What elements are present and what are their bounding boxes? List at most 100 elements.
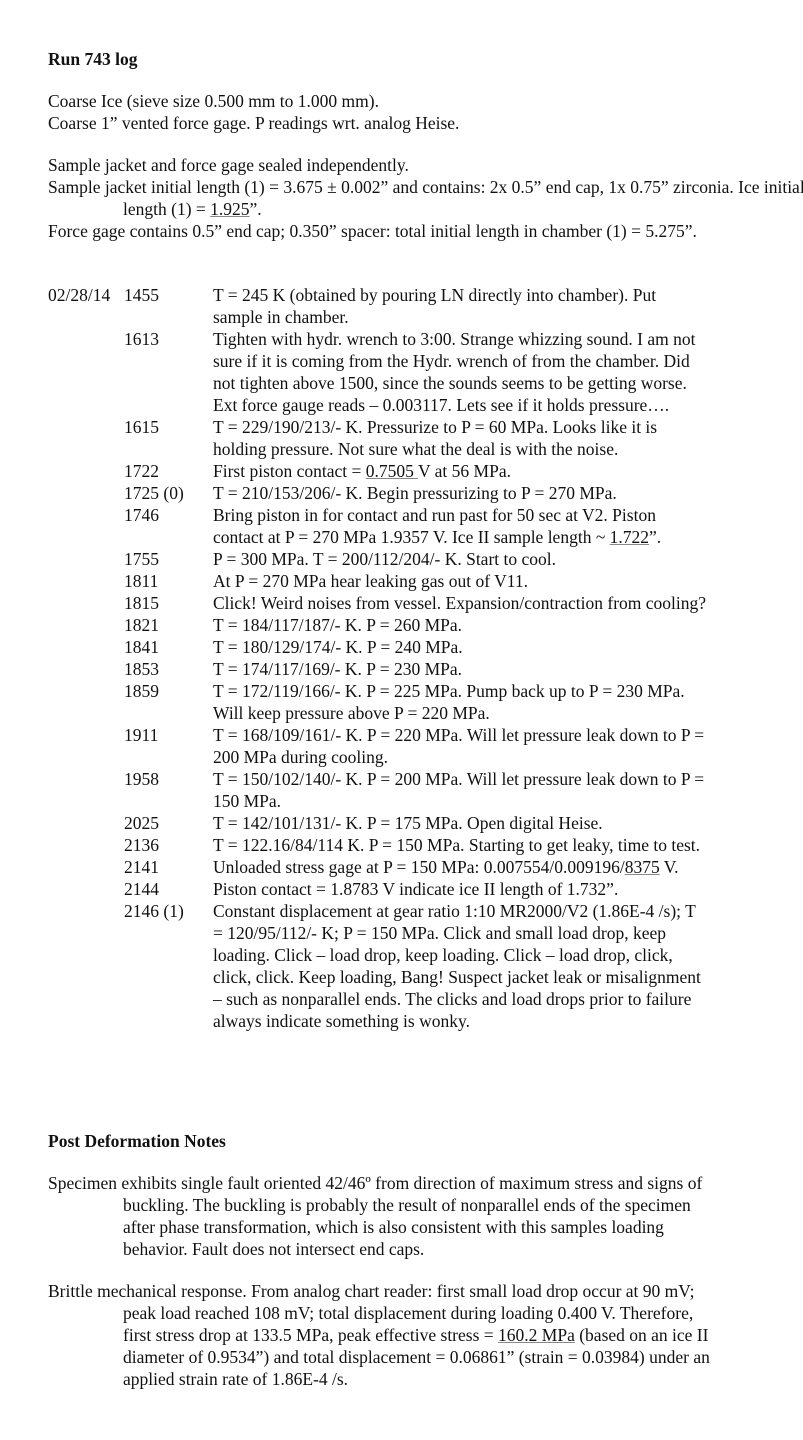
log-date xyxy=(48,878,124,900)
note-paragraph: Brittle mechanical response. From analog… xyxy=(48,1280,713,1390)
log-time: 1859 xyxy=(124,681,159,701)
log-text-part: V at 56 MPa. xyxy=(417,461,511,481)
log-date xyxy=(48,482,124,504)
log-entry: 1958 T = 150/102/140/- K. P = 200 MPa. Wi… xyxy=(48,768,748,812)
log-time: 1911 xyxy=(124,725,159,745)
log-date xyxy=(48,592,124,614)
log-date xyxy=(48,548,124,570)
log-time: 1815 xyxy=(124,593,159,613)
log-text-part: T = 172/119/166/- K. P = 225 MPa. Pump b… xyxy=(213,681,685,723)
log-text-part: ”. xyxy=(649,527,662,547)
log-text: T = 172/119/166/- K. P = 225 MPa. Pump b… xyxy=(213,680,708,724)
log-time: 2025 xyxy=(124,813,159,833)
setup-text: Sample jacket initial length (1) = 3.675… xyxy=(48,177,803,219)
log-entry: 2146 (1) Constant displacement at gear ra… xyxy=(48,900,748,1032)
log-time: 1725 (0) xyxy=(124,483,184,503)
log-date xyxy=(48,636,124,658)
log-text-part: T = 210/153/206/- K. Begin pressurizing … xyxy=(213,483,617,503)
log-date xyxy=(48,460,124,482)
page-title: Run 743 log xyxy=(48,49,138,69)
log-entry: 2025 T = 142/101/131/- K. P = 175 MPa. Op… xyxy=(48,812,748,834)
log-text: Piston contact = 1.8783 V indicate ice I… xyxy=(213,878,708,900)
log-entry: 2144 Piston contact = 1.8783 V indicate i… xyxy=(48,878,748,900)
log-time: 1455 xyxy=(124,285,159,305)
log-date xyxy=(48,834,124,856)
log-time: 1853 xyxy=(124,659,159,679)
log-time: 2141 xyxy=(124,857,159,877)
log-text-part: Unloaded stress gage at P = 150 MPa: 0.0… xyxy=(213,857,625,877)
log-text-part: P = 300 MPa. T = 200/112/204/- K. Start … xyxy=(213,549,557,569)
ice-length-value: 1.925 xyxy=(210,199,250,219)
log-date xyxy=(48,504,124,548)
log-date xyxy=(48,658,124,680)
log-text-part: At P = 270 MPa hear leaking gas out of V… xyxy=(213,571,528,591)
post-deformation-notes: Post Deformation Notes Specimen exhibits… xyxy=(48,1130,713,1390)
peak-stress-value: 160.2 MPa xyxy=(498,1325,575,1345)
log-text: T = 245 K (obtained by pouring LN direct… xyxy=(213,284,708,328)
log-text-part: Bring piston in for contact and run past… xyxy=(213,505,656,547)
log-text-part: T = 122.16/84/114 K. P = 150 MPa. Starti… xyxy=(213,835,701,855)
log-time: 2144 xyxy=(124,879,159,899)
log-text-part: T = 245 K (obtained by pouring LN direct… xyxy=(213,285,657,327)
log-entry: 1613 Tighten with hydr. wrench to 3:00. S… xyxy=(48,328,748,416)
log-text: Tighten with hydr. wrench to 3:00. Stran… xyxy=(213,328,708,416)
log-text: T = 150/102/140/- K. P = 200 MPa. Will l… xyxy=(213,768,708,812)
log-text: T = 168/109/161/- K. P = 220 MPa. Will l… xyxy=(213,724,708,768)
log-date: 02/28/14 xyxy=(48,285,111,305)
log-entry: 1746 Bring piston in for contact and run … xyxy=(48,504,748,548)
log-underlined-value: 8375 xyxy=(624,857,660,877)
setup-line: Sample jacket initial length (1) = 3.675… xyxy=(48,176,803,220)
section-heading: Post Deformation Notes xyxy=(48,1131,226,1151)
log-text-part: T = 174/117/169/- K. P = 230 MPa. xyxy=(213,659,463,679)
log-text-part: First piston contact = xyxy=(213,461,366,481)
log-text: T = 122.16/84/114 K. P = 150 MPa. Starti… xyxy=(213,834,708,856)
log-date xyxy=(48,614,124,636)
setup-line: Sample jacket and force gage sealed inde… xyxy=(48,155,409,175)
log-text: P = 300 MPa. T = 200/112/204/- K. Start … xyxy=(213,548,708,570)
log-date xyxy=(48,812,124,834)
log-entries: 02/28/14 1455 T = 245 K (obtained by pouri… xyxy=(48,284,748,1032)
log-text-part: T = 142/101/131/- K. P = 175 MPa. Open d… xyxy=(213,813,603,833)
intro-line: Coarse 1” vented force gage. P readings … xyxy=(48,113,460,133)
log-text: At P = 270 MPa hear leaking gas out of V… xyxy=(213,570,708,592)
log-time: 1613 xyxy=(124,329,159,349)
log-text: Unloaded stress gage at P = 150 MPa: 0.0… xyxy=(213,856,708,878)
log-time: 1755 xyxy=(124,549,159,569)
log-date xyxy=(48,768,124,812)
document-page: Run 743 log Coarse Ice (sieve size 0.500… xyxy=(48,48,803,1032)
log-entry: 1755 P = 300 MPa. T = 200/112/204/- K. St… xyxy=(48,548,748,570)
log-text: Click! Weird noises from vessel. Expansi… xyxy=(213,592,708,614)
log-date xyxy=(48,570,124,592)
log-entry: 1815 Click! Weird noises from vessel. Exp… xyxy=(48,592,748,614)
log-entry: 1821 T = 184/117/187/- K. P = 260 MPa. xyxy=(48,614,748,636)
log-entry: 2136 T = 122.16/84/114 K. P = 150 MPa. St… xyxy=(48,834,748,856)
log-text-part: Constant displacement at gear ratio 1:10… xyxy=(213,901,701,1031)
log-time: 1811 xyxy=(124,571,159,591)
setup-line: Force gage contains 0.5” end cap; 0.350”… xyxy=(48,221,697,241)
log-text: T = 184/117/187/- K. P = 260 MPa. xyxy=(213,614,708,636)
log-text-part: T = 150/102/140/- K. P = 200 MPa. Will l… xyxy=(213,769,705,811)
log-time: 1841 xyxy=(124,637,159,657)
note-text: Brittle mechanical response. From analog… xyxy=(48,1281,695,1345)
intro-line: Coarse Ice (sieve size 0.500 mm to 1.000… xyxy=(48,91,379,111)
log-text: T = 210/153/206/- K. Begin pressurizing … xyxy=(213,482,708,504)
note-paragraph: Specimen exhibits single fault oriented … xyxy=(48,1173,703,1259)
log-text-part: T = 229/190/213/- K. Pressurize to P = 6… xyxy=(213,417,658,459)
log-entry: 1853 T = 174/117/169/- K. P = 230 MPa. xyxy=(48,658,748,680)
log-entry: 1841 T = 180/129/174/- K. P = 240 MPa. xyxy=(48,636,748,658)
log-text: T = 180/129/174/- K. P = 240 MPa. xyxy=(213,636,708,658)
log-date xyxy=(48,724,124,768)
log-time: 2146 (1) xyxy=(124,901,184,921)
log-date xyxy=(48,900,124,1032)
log-entry: 1615 T = 229/190/213/- K. Pressurize to P… xyxy=(48,416,748,460)
log-time: 1958 xyxy=(124,769,159,789)
log-text-part: T = 180/129/174/- K. P = 240 MPa. xyxy=(213,637,463,657)
log-entry: 1725 (0) T = 210/153/206/- K. Begin press… xyxy=(48,482,748,504)
note-text: (based on an ice II diameter of 0.9534”)… xyxy=(123,1325,710,1389)
log-text-part: V. xyxy=(659,857,679,877)
log-text: First piston contact = 0.7505 V at 56 MP… xyxy=(213,460,708,482)
log-date xyxy=(48,856,124,878)
log-text: T = 174/117/169/- K. P = 230 MPa. xyxy=(213,658,708,680)
log-text: Bring piston in for contact and run past… xyxy=(213,504,708,548)
log-entry: 1811 At P = 270 MPa hear leaking gas out … xyxy=(48,570,748,592)
